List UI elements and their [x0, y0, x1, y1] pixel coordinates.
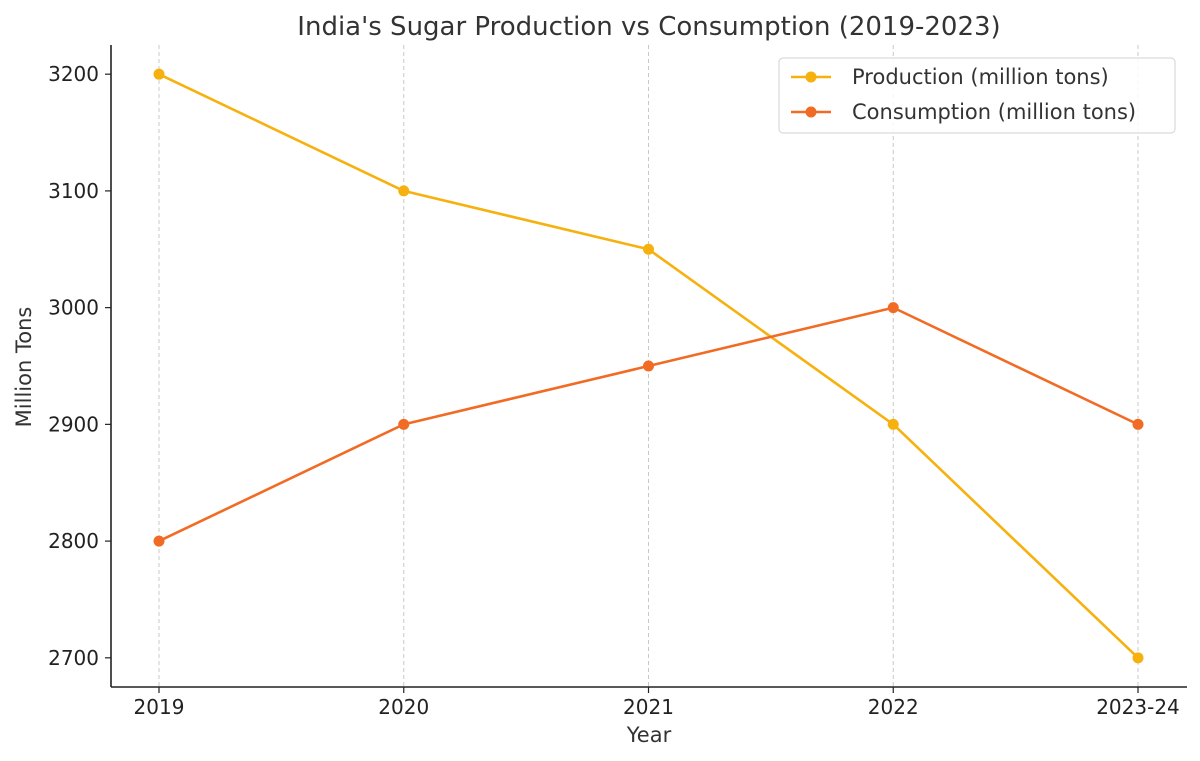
x-axis-label: Year	[626, 723, 672, 747]
legend-entry-label: Consumption (million tons)	[852, 100, 1136, 124]
tick-labels: 2019 2020 2021 2022 2023-24 2700 2800 2900 3000 3…	[48, 62, 1180, 719]
x-tick-label: 2019	[134, 695, 185, 719]
series-0-point	[643, 243, 654, 255]
legend-box	[778, 57, 1176, 134]
y-tick-label: 2800	[48, 529, 99, 553]
gridlines	[158, 45, 1139, 687]
legend: Production (million tons) Consumption (mi…	[778, 57, 1176, 134]
x-tick-label: 2022	[868, 695, 919, 719]
legend-swatch-marker	[805, 106, 817, 118]
y-axis-label: Million Tons	[12, 307, 36, 428]
series-0-point	[398, 185, 410, 197]
series-group	[153, 68, 1144, 664]
series-1-point	[643, 360, 654, 372]
series-0-point	[887, 418, 899, 430]
y-tick-label: 3000	[48, 296, 99, 320]
x-tick-label: 2023-24	[1096, 695, 1180, 719]
y-tick-label: 3200	[48, 62, 99, 86]
series-1-point	[153, 535, 165, 547]
series-1-point	[398, 418, 410, 430]
series-1-point	[887, 302, 899, 314]
legend-swatch-marker	[805, 71, 817, 83]
series-0-point	[1132, 652, 1144, 664]
x-tick-label: 2021	[623, 695, 674, 719]
series-1-point	[1132, 418, 1144, 430]
y-tick-label: 3100	[48, 179, 99, 203]
x-tick-label: 2020	[378, 695, 429, 719]
legend-entry-label: Production (million tons)	[852, 65, 1109, 89]
y-tick-label: 2900	[48, 412, 99, 436]
series-0-point	[153, 68, 165, 80]
chart-title: India's Sugar Production vs Consumption …	[297, 12, 1000, 42]
y-tick-label: 2700	[48, 646, 99, 670]
